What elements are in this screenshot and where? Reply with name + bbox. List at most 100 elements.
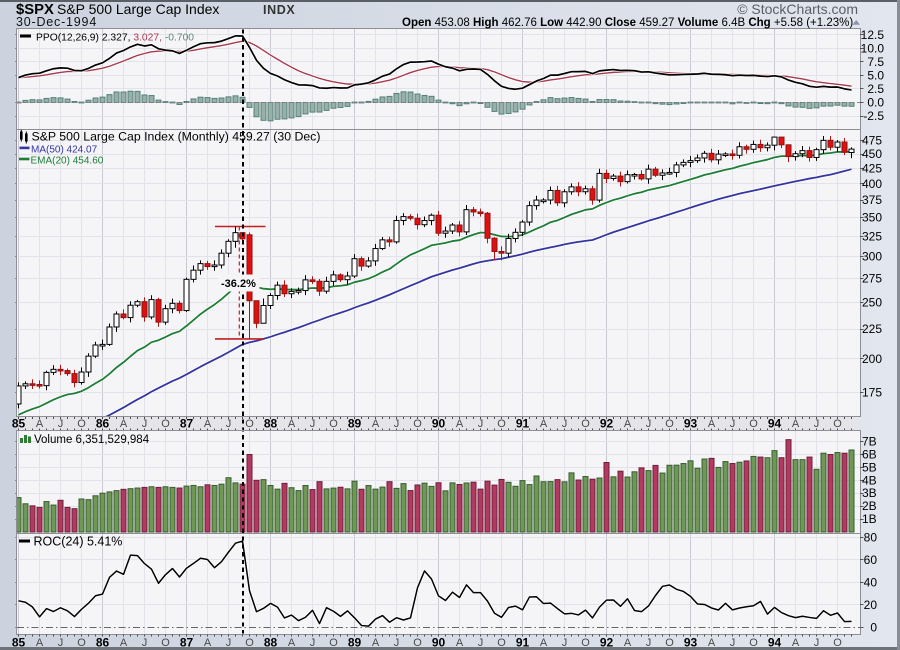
svg-text:200: 200 [862,352,882,366]
svg-text:J: J [646,418,652,430]
svg-text:J: J [730,418,736,430]
svg-text:A: A [36,637,44,649]
svg-text:30-Dec-1994: 30-Dec-1994 [16,15,97,29]
svg-text:5.0: 5.0 [867,69,884,83]
svg-text:A: A [708,418,716,430]
svg-text:A: A [792,637,800,649]
svg-text:O: O [497,637,506,649]
svg-text:5B: 5B [862,460,877,474]
svg-text:J: J [142,418,148,430]
svg-text:A: A [288,418,296,430]
svg-text:S&P 500 Large Cap Index: S&P 500 Large Cap Index [57,1,219,17]
svg-text:O: O [161,637,170,649]
svg-text:3B: 3B [862,486,877,500]
svg-text:A: A [120,418,128,430]
svg-text:O: O [833,637,842,649]
svg-text:MA(50) 424.07: MA(50) 424.07 [31,144,98,155]
svg-text:85: 85 [12,417,26,431]
svg-text:A: A [288,637,296,649]
svg-text:10.0: 10.0 [861,41,885,55]
svg-text:A: A [456,637,464,649]
svg-text:-36.2%: -36.2% [221,278,256,290]
svg-text:J: J [478,418,484,430]
svg-text:Volume 6,351,529,984: Volume 6,351,529,984 [34,434,150,446]
svg-text:93: 93 [684,636,698,650]
svg-text:J: J [814,637,820,649]
svg-text:A: A [624,418,632,430]
svg-text:40: 40 [864,575,878,589]
svg-text:S&P 500 Large Cap Index (Month: S&P 500 Large Cap Index (Monthly) 459.27… [32,130,321,144]
svg-text:90: 90 [432,417,446,431]
svg-text:O: O [413,637,422,649]
svg-text:A: A [204,637,212,649]
svg-text:275: 275 [862,272,882,286]
svg-text:A: A [120,637,128,649]
svg-text:O: O [77,418,86,430]
svg-text:60: 60 [864,553,878,567]
svg-text:7.5: 7.5 [867,55,884,69]
svg-text:1B: 1B [862,512,877,526]
svg-text:0.0: 0.0 [867,96,884,110]
svg-text:93: 93 [684,417,698,431]
svg-text:$SPX: $SPX [16,2,54,18]
svg-text:A: A [36,418,44,430]
svg-text:O: O [77,637,86,649]
svg-text:J: J [562,637,568,649]
svg-text:2.5: 2.5 [867,82,884,96]
svg-text:O: O [581,637,590,649]
svg-text:475: 475 [862,134,882,148]
svg-text:91: 91 [516,636,530,650]
svg-text:O: O [245,637,254,649]
svg-text:J: J [310,418,316,430]
svg-text:O: O [581,418,590,430]
svg-text:J: J [226,637,232,649]
svg-text:85: 85 [12,636,26,650]
svg-text:J: J [58,637,64,649]
svg-text:325: 325 [862,229,882,243]
svg-text:O: O [665,637,674,649]
svg-text:86: 86 [96,636,110,650]
svg-text:J: J [310,637,316,649]
svg-text:88: 88 [264,417,278,431]
svg-text:89: 89 [348,636,362,650]
svg-text:225: 225 [862,322,882,336]
svg-text:7B: 7B [862,435,877,449]
svg-text:O: O [833,418,842,430]
svg-text:4B: 4B [862,473,877,487]
svg-text:J: J [478,637,484,649]
svg-text:A: A [540,637,548,649]
svg-text:-2.5: -2.5 [863,109,884,123]
svg-text:O: O [329,418,338,430]
svg-text:0: 0 [870,620,877,634]
svg-text:A: A [456,418,464,430]
svg-text:92: 92 [600,636,614,650]
svg-text:175: 175 [862,386,882,400]
svg-text:O: O [749,637,758,649]
svg-text:87: 87 [180,636,194,650]
svg-text:250: 250 [862,296,882,310]
svg-text:O: O [161,418,170,430]
svg-text:ROC(24) 5.41%: ROC(24) 5.41% [34,535,123,549]
svg-text:80: 80 [864,530,878,544]
svg-text:425: 425 [862,162,882,176]
svg-text:INDX: INDX [263,3,295,17]
svg-text:A: A [624,637,632,649]
svg-text:400: 400 [862,177,882,191]
svg-text:375: 375 [862,193,882,207]
svg-text:O: O [497,418,506,430]
svg-text:87: 87 [180,417,194,431]
svg-text:J: J [394,637,400,649]
svg-text:O: O [413,418,422,430]
svg-text:86: 86 [96,417,110,431]
svg-text:A: A [540,418,548,430]
svg-text:O: O [665,418,674,430]
svg-text:A: A [708,637,716,649]
svg-text:89: 89 [348,417,362,431]
svg-text:J: J [814,418,820,430]
svg-text:Open 453.08 High 462.76 Low 44: Open 453.08 High 462.76 Low 442.90 Close… [402,17,853,29]
svg-text:A: A [204,418,212,430]
svg-text:12.5: 12.5 [861,28,885,42]
svg-text:A: A [372,637,380,649]
svg-text:91: 91 [516,417,530,431]
svg-text:6B: 6B [862,448,877,462]
